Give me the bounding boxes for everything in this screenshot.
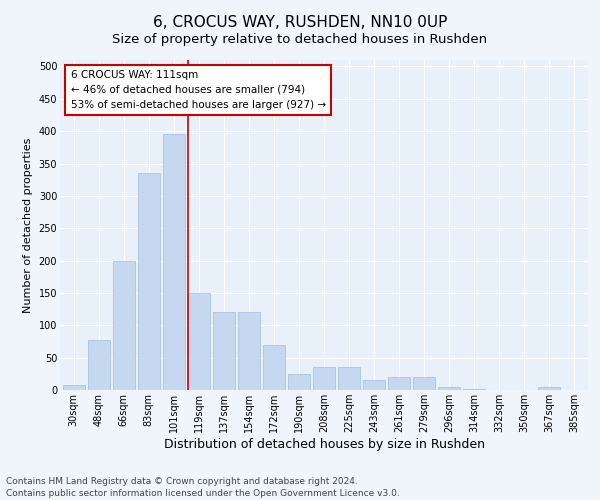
- Text: Size of property relative to detached houses in Rushden: Size of property relative to detached ho…: [112, 32, 488, 46]
- Bar: [363, 380, 385, 390]
- Bar: [238, 312, 260, 390]
- Y-axis label: Number of detached properties: Number of detached properties: [23, 138, 33, 312]
- Text: 6 CROCUS WAY: 111sqm
← 46% of detached houses are smaller (794)
53% of semi-deta: 6 CROCUS WAY: 111sqm ← 46% of detached h…: [71, 70, 326, 110]
- Bar: [163, 134, 185, 390]
- Bar: [188, 293, 210, 390]
- Bar: [263, 344, 285, 390]
- Bar: [313, 368, 335, 390]
- Bar: [212, 312, 235, 390]
- Bar: [288, 374, 310, 390]
- Bar: [463, 388, 485, 390]
- Bar: [413, 377, 436, 390]
- Bar: [388, 377, 410, 390]
- Bar: [438, 387, 460, 390]
- Bar: [62, 385, 85, 390]
- Text: 6, CROCUS WAY, RUSHDEN, NN10 0UP: 6, CROCUS WAY, RUSHDEN, NN10 0UP: [153, 15, 447, 30]
- Bar: [137, 173, 160, 390]
- Bar: [113, 260, 135, 390]
- Bar: [338, 368, 360, 390]
- Bar: [538, 387, 560, 390]
- Bar: [88, 340, 110, 390]
- Text: Contains HM Land Registry data © Crown copyright and database right 2024.
Contai: Contains HM Land Registry data © Crown c…: [6, 476, 400, 498]
- X-axis label: Distribution of detached houses by size in Rushden: Distribution of detached houses by size …: [163, 438, 485, 451]
